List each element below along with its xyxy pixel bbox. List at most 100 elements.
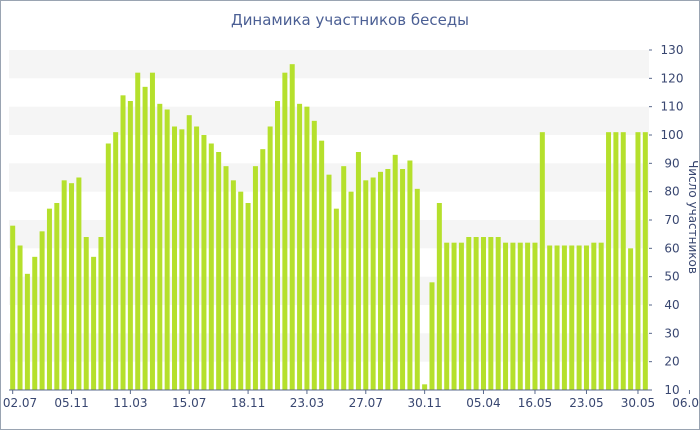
bar <box>46 208 52 390</box>
y-axis-title: Число участников <box>686 160 699 274</box>
bar <box>436 203 442 390</box>
bar <box>620 132 626 390</box>
bar <box>289 64 295 390</box>
bar <box>69 183 75 390</box>
bar <box>525 242 531 390</box>
x-tick-label: 02.07 <box>3 396 37 410</box>
bar <box>400 169 406 390</box>
bar <box>444 242 450 390</box>
x-tick-label: 06.06 <box>672 396 699 410</box>
bar <box>576 245 582 390</box>
bar <box>348 191 354 390</box>
bar <box>319 140 325 390</box>
y-tick-label: 130 <box>661 43 684 57</box>
x-tick-label: 23.05 <box>569 396 603 410</box>
bar <box>561 245 567 390</box>
bar <box>385 169 391 390</box>
bar <box>223 166 229 390</box>
x-tick-label: 15.07 <box>172 396 206 410</box>
bar <box>32 256 38 390</box>
bar <box>488 237 494 390</box>
y-tick-label: 110 <box>661 100 684 114</box>
bars <box>10 64 648 391</box>
y-tick-label: 70 <box>664 213 679 227</box>
bar <box>105 143 111 390</box>
bar <box>635 132 641 390</box>
bar <box>606 132 612 390</box>
bar <box>179 129 185 391</box>
bar <box>414 188 420 390</box>
bar <box>208 143 214 390</box>
bar <box>355 152 361 390</box>
bar <box>370 177 376 390</box>
bar <box>164 109 170 390</box>
bar <box>554 245 560 390</box>
bar <box>451 242 457 390</box>
bar <box>407 160 413 390</box>
bar <box>157 103 163 390</box>
bar <box>216 152 222 390</box>
bar <box>54 203 60 390</box>
bar <box>260 149 266 390</box>
bar <box>583 245 589 390</box>
x-tick-label: 18.11 <box>231 396 265 410</box>
y-tick-label: 30 <box>664 326 679 340</box>
bar <box>10 225 16 390</box>
y-tick-label: 10 <box>664 383 679 397</box>
y-tick-label: 50 <box>664 270 679 284</box>
bar <box>495 237 501 390</box>
bar <box>238 191 244 390</box>
y-tick-label: 40 <box>664 298 679 312</box>
x-tick-label: 05.04 <box>466 396 500 410</box>
bar <box>282 72 288 391</box>
bar <box>547 245 553 390</box>
bar <box>613 132 619 390</box>
bar <box>194 126 200 390</box>
bar <box>503 242 509 390</box>
x-tick-label: 16.05 <box>518 396 552 410</box>
bar <box>24 273 30 390</box>
bar <box>61 180 67 390</box>
bar <box>326 174 332 390</box>
x-tick-label: 27.07 <box>349 396 383 410</box>
bar <box>377 171 383 390</box>
bar <box>517 242 523 390</box>
bar <box>172 126 178 390</box>
bar <box>569 245 575 390</box>
bar <box>297 103 303 390</box>
bar <box>98 237 104 390</box>
bar <box>127 101 133 390</box>
bar <box>532 242 538 390</box>
x-tick-label: 30.11 <box>407 396 441 410</box>
bar <box>422 384 428 390</box>
bar <box>252 166 258 390</box>
chart-title: Динамика участников беседы <box>230 11 470 29</box>
bar <box>17 245 23 390</box>
bar <box>120 95 126 390</box>
x-axis-ticks: 02.07 05.11 11.03 15.07 18.11 23.03 27.07 30.11… <box>3 390 699 410</box>
x-tick-label: 23.03 <box>290 396 324 410</box>
x-tick-label: 11.03 <box>113 396 147 410</box>
bar <box>363 180 369 390</box>
bar <box>304 106 310 391</box>
bar <box>628 248 634 390</box>
bar <box>539 132 545 390</box>
grid-band <box>9 50 649 79</box>
y-tick-label: 100 <box>661 128 684 142</box>
bar <box>510 242 516 390</box>
bar <box>135 72 141 391</box>
bar <box>230 180 236 390</box>
y-tick-label: 90 <box>664 156 679 170</box>
bar <box>201 135 207 390</box>
bar <box>91 256 97 390</box>
bar <box>642 132 648 390</box>
bar <box>311 120 317 390</box>
bar <box>267 126 273 390</box>
bar <box>83 237 89 390</box>
y-tick-label: 120 <box>661 71 684 85</box>
bar <box>591 242 597 390</box>
bar <box>392 154 398 390</box>
grid-band <box>9 106 649 135</box>
